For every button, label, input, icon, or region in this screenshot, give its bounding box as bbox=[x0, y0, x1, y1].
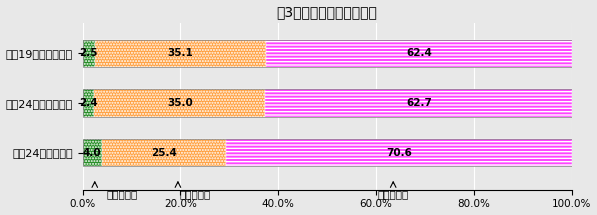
Text: 第２次産業: 第２次産業 bbox=[180, 189, 211, 199]
Text: 4.0: 4.0 bbox=[83, 147, 101, 158]
Text: 35.1: 35.1 bbox=[168, 48, 193, 58]
Title: 図3　有業者の産業別割合: 図3 有業者の産業別割合 bbox=[276, 6, 377, 20]
Bar bbox=[266, 89, 573, 117]
Text: 35.0: 35.0 bbox=[167, 98, 193, 108]
Text: 2.4: 2.4 bbox=[79, 98, 98, 108]
Text: 70.6: 70.6 bbox=[386, 147, 412, 158]
Bar bbox=[82, 139, 572, 166]
Bar bbox=[102, 139, 226, 166]
Text: 25.4: 25.4 bbox=[151, 147, 177, 158]
Bar bbox=[82, 40, 95, 67]
Text: 2.5: 2.5 bbox=[79, 48, 98, 58]
Bar bbox=[82, 40, 572, 67]
Bar bbox=[82, 139, 102, 166]
Text: 62.4: 62.4 bbox=[406, 48, 432, 58]
Bar bbox=[82, 89, 572, 117]
Text: 第３次産業: 第３次産業 bbox=[377, 189, 409, 199]
Text: 第１次産業: 第１次産業 bbox=[106, 189, 137, 199]
Bar bbox=[82, 89, 94, 117]
Bar bbox=[226, 139, 572, 166]
Bar bbox=[95, 40, 266, 67]
Bar bbox=[94, 89, 266, 117]
Bar bbox=[266, 40, 572, 67]
Text: 62.7: 62.7 bbox=[406, 98, 432, 108]
